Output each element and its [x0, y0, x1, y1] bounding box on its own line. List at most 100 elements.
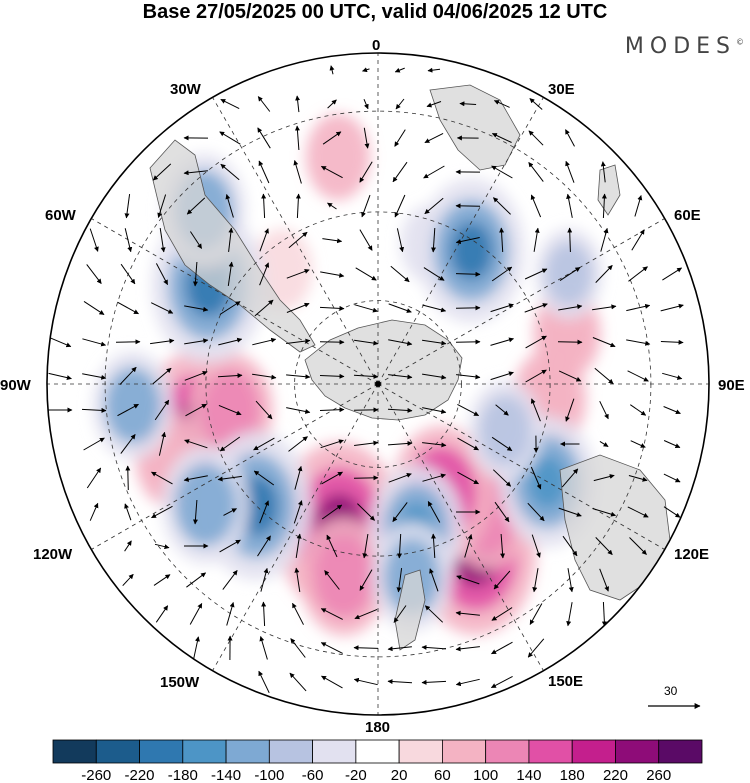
wind-arrow: [662, 372, 683, 380]
wind-arrow: [359, 229, 373, 251]
colorbar-swatch: [139, 739, 184, 764]
wind-arrow: [525, 335, 547, 349]
wind-arrow: [455, 678, 480, 687]
colorbar-swatch: [658, 739, 703, 764]
wind-arrow: [320, 608, 343, 620]
wind-arrow: [152, 367, 172, 385]
wind-arrow: [387, 679, 413, 685]
wind-arrow: [421, 644, 447, 650]
wind-arrow: [124, 503, 132, 521]
wind-arrow: [322, 238, 343, 244]
wind-arrow: [357, 503, 375, 521]
wind-arrow: [150, 338, 175, 345]
wind-arrow: [529, 603, 543, 625]
wind-arrow: [254, 299, 274, 317]
wind-arrow: [218, 404, 242, 416]
wind-arrow: [630, 440, 646, 448]
wind-arrow: [422, 304, 447, 313]
wind-arrow: [528, 162, 544, 182]
wind-arrow: [599, 440, 609, 448]
wind-arrow: [423, 165, 445, 179]
wind-arrow: [363, 99, 369, 110]
wind-arrow: [423, 267, 445, 281]
wind-arrow: [388, 473, 412, 483]
wind-arrow: [630, 404, 647, 416]
meridian-line: [212, 383, 379, 671]
colorbar-tick-label: 260: [646, 767, 671, 783]
wind-arrow: [253, 437, 275, 451]
wind-arrow: [499, 227, 505, 253]
wind-arrow: [527, 638, 545, 658]
lon-label-0: 0: [372, 37, 381, 54]
wind-arrow: [217, 373, 243, 379]
wind-arrow: [189, 231, 203, 249]
wind-arrow: [294, 567, 301, 592]
wind-arrow: [455, 610, 480, 616]
wind-arrow: [261, 193, 267, 219]
wind-arrow: [355, 267, 377, 281]
wind-arrow: [422, 442, 447, 448]
south-pole-marker: [375, 381, 381, 387]
wind-arrow: [490, 675, 513, 689]
wind-arrow: [253, 470, 275, 486]
anomaly-cell: [449, 221, 493, 280]
wind-arrow: [491, 133, 512, 143]
reference-arrow-label: 30: [664, 684, 678, 698]
lon-label-60w: 60W: [45, 207, 76, 224]
wind-arrow: [219, 301, 241, 315]
wind-arrow: [82, 373, 107, 380]
wind-arrow: [124, 228, 133, 253]
wind-arrow: [599, 400, 609, 420]
wind-arrow: [354, 440, 379, 446]
wind-arrow: [289, 672, 307, 692]
lon-label-120e: 120E: [674, 546, 710, 563]
wind-arrow: [258, 670, 270, 694]
wind-arrow: [424, 605, 444, 623]
wind-arrow: [457, 403, 480, 417]
wind-arrow: [319, 339, 345, 345]
wind-arrow: [565, 129, 575, 147]
wind-arrow: [290, 638, 306, 658]
wind-arrow: [359, 569, 373, 591]
wind-arrow: [599, 568, 610, 592]
antarctica-landmass: [304, 319, 463, 421]
wind-arrow: [220, 98, 240, 110]
wind-arrow: [185, 403, 207, 417]
wind-arrow: [388, 374, 413, 380]
wind-arrow: [396, 228, 405, 253]
wind-arrow: [566, 193, 573, 218]
anomaly-cell: [306, 113, 370, 201]
wind-arrow: [455, 271, 481, 277]
wind-arrow: [387, 646, 412, 652]
wind-arrow: [321, 504, 343, 520]
colorbar-tick-label: -260: [81, 767, 111, 783]
wind-arrow: [601, 193, 607, 219]
wind-arrow: [660, 303, 684, 312]
wind-arrow: [634, 195, 643, 217]
colorbar-tick-label: -20: [345, 767, 367, 783]
wind-arrow: [363, 127, 370, 149]
wind-arrow: [422, 373, 447, 380]
colorbar-tick-label: -100: [254, 767, 284, 783]
wind-arrow: [219, 436, 241, 452]
wind-arrow: [601, 601, 607, 627]
wind-arrow: [491, 165, 513, 179]
wind-arrow: [361, 194, 371, 218]
map-boundary: [46, 52, 710, 716]
meridian-line: [377, 218, 665, 385]
wind-vectors: [48, 65, 684, 694]
wind-arrow: [258, 160, 270, 184]
wind-arrow: [226, 602, 235, 626]
graticule: [47, 53, 709, 715]
wind-arrow: [531, 534, 541, 558]
wind-arrow: [319, 407, 345, 413]
wind-arrow: [592, 508, 616, 517]
wind-arrow: [558, 507, 582, 517]
wind-arrow: [321, 675, 343, 689]
wind-arrow: [565, 398, 575, 422]
wind-arrow: [294, 125, 300, 151]
wind-arrow: [353, 677, 378, 686]
colorbar-swatch: [225, 739, 270, 764]
wind-arrow: [354, 304, 378, 313]
wind-arrow: [491, 266, 513, 282]
